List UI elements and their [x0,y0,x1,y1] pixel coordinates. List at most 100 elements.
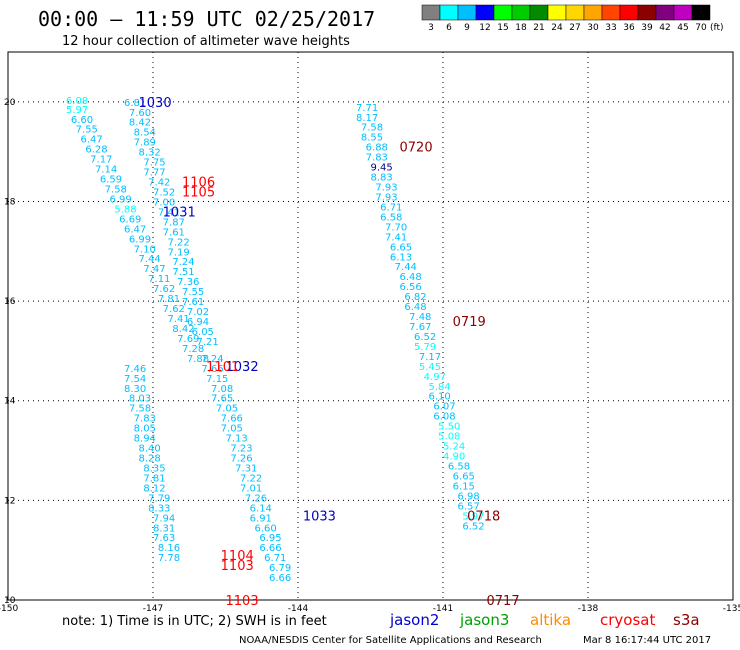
wave-height-value: 8.05 [134,424,156,435]
wave-height-value: 9.45 [371,163,393,174]
legend-swatch [583,4,603,21]
pass-label: 1105 [182,185,215,200]
wave-height-value: 6.52 [414,332,436,343]
wave-height-value: 7.22 [168,237,190,248]
data-tracks: 6.085.976.607.556.476.287.177.146.597.58… [66,96,485,584]
legend-swatch [511,4,531,21]
pass-label: 1032 [226,360,259,375]
wave-height-value: 8.33 [148,503,170,514]
wave-height-value: 7.17 [90,155,112,166]
y-tick-label: 20 [4,98,16,108]
wave-height-value: 7.55 [182,287,204,298]
pass-labels: 1030103110321033110611051101110411031103… [139,96,520,609]
satellite-legend: jason2 jason3 altika cryosat s3a [389,611,700,629]
wave-height-value: 7.78 [158,553,180,564]
wave-height-value: 8.35 [143,463,165,474]
wave-height-value: 7.41 [385,232,407,243]
y-tick-label: 18 [4,197,16,207]
wave-height-value: 7.81 [158,294,180,305]
legend-swatch [547,4,567,21]
legend-label: 33 [605,23,616,33]
wave-height-value: 8.30 [124,384,146,395]
wave-height-value: 7.51 [172,267,194,278]
legend-label: 12 [479,23,490,33]
pass-label: 1103 [221,559,254,574]
wave-height-value: 6.99 [129,234,151,245]
footer-credit: NOAA/NESDIS Center for Satellite Applica… [239,635,542,646]
wave-height-value: 7.05 [221,424,243,435]
wave-height-value: 7.66 [221,414,243,425]
wave-height-value: 7.83 [134,414,156,425]
wave-height-value: 7.83 [366,153,388,164]
wave-height-value: 8.17 [356,113,378,124]
wave-height-value: 7.47 [143,264,165,275]
wave-height-value: 7.05 [216,404,238,415]
wave-height-value: 7.28 [182,344,204,355]
legend-swatch [619,4,639,21]
wave-height-value: 8.40 [139,444,161,455]
wave-height-value: 7.58 [105,185,127,196]
x-tick-label: -144 [288,604,309,614]
footer-timestamp: Mar 8 16:17:44 UTC 2017 [583,635,711,646]
wave-height-value: 6.13 [390,252,412,263]
wave-height-value: 6.88 [366,143,388,154]
wave-height-value: 6.05 [192,327,214,338]
wave-height-value: 8.12 [143,483,165,494]
wave-height-value: 5.24 [443,442,465,453]
pass-label: 1103 [226,594,259,609]
wave-height-value: 6.60 [71,115,93,126]
wave-height-value: 7.41 [168,314,190,325]
grid [8,52,733,600]
wave-height-value: 7.14 [95,165,117,176]
legend-swatch [601,4,621,21]
wave-height-value: 8.54 [134,128,156,139]
wave-height-value: 7.02 [187,307,209,318]
legend-swatch [475,4,495,21]
wave-height-value: 6.15 [453,481,475,492]
wave-height-value: 8.31 [153,523,175,534]
wave-height-value: 6.66 [269,573,291,584]
satellite-label: jason2 [389,611,439,629]
legend-swatch [673,4,693,21]
wave-height-value: 6.28 [85,145,107,156]
legend-label: 45 [677,23,688,33]
wave-height-value: 7.67 [409,322,431,333]
wave-height-value: 6.98 [458,491,480,502]
wave-height-value: 7.21 [197,337,219,348]
satellite-label: s3a [673,611,700,629]
pass-label: 1101 [206,360,239,375]
satellite-label: altika [530,611,571,629]
legend-label: 15 [497,23,508,33]
pass-label: 1104 [221,549,254,564]
wave-height-value: 4.97 [424,372,446,383]
wave-height-value: 7.93 [375,192,397,203]
wave-height-value: 7.94 [153,513,175,524]
pass-label: 1033 [303,509,336,524]
wave-height-value: 6.57 [458,501,480,512]
wave-height-value: 5.97 [66,105,88,116]
wave-height-value: 8.28 [139,454,161,465]
wave-height-value: 6.66 [259,543,281,554]
legend-label: 9 [464,23,470,33]
wave-height-value: 8.32 [139,148,161,159]
legend-label: 42 [659,23,670,33]
wave-height-value: 6.99 [110,194,132,205]
axis-ticks: -150 -147 -144 -141 -138 -135 10 12 14 16 18 20 [0,98,740,614]
wave-height-value: 7.62 [153,284,175,295]
wave-height-value: 7.58 [361,123,383,134]
wave-height-value: 7.62 [163,304,185,315]
footer-note: note: 1) Time is in UTC; 2) SWH is in fe… [62,614,327,629]
wave-height-value: 6.65 [453,471,475,482]
pass-label: 0717 [487,594,520,609]
wave-height-value: 7.00 [153,197,175,208]
wave-height-value: 7.10 [134,244,156,255]
y-tick-label: 16 [4,297,16,307]
wave-height-value: 7.08 [211,384,233,395]
wave-height-value: 5.84 [429,382,451,393]
wave-height-value: 5.79 [414,342,436,353]
wave-height-value: 6.94 [187,317,209,328]
plot-frame [7,51,734,601]
legend-label: 36 [623,23,635,33]
x-tick-label: -135 [723,604,740,614]
